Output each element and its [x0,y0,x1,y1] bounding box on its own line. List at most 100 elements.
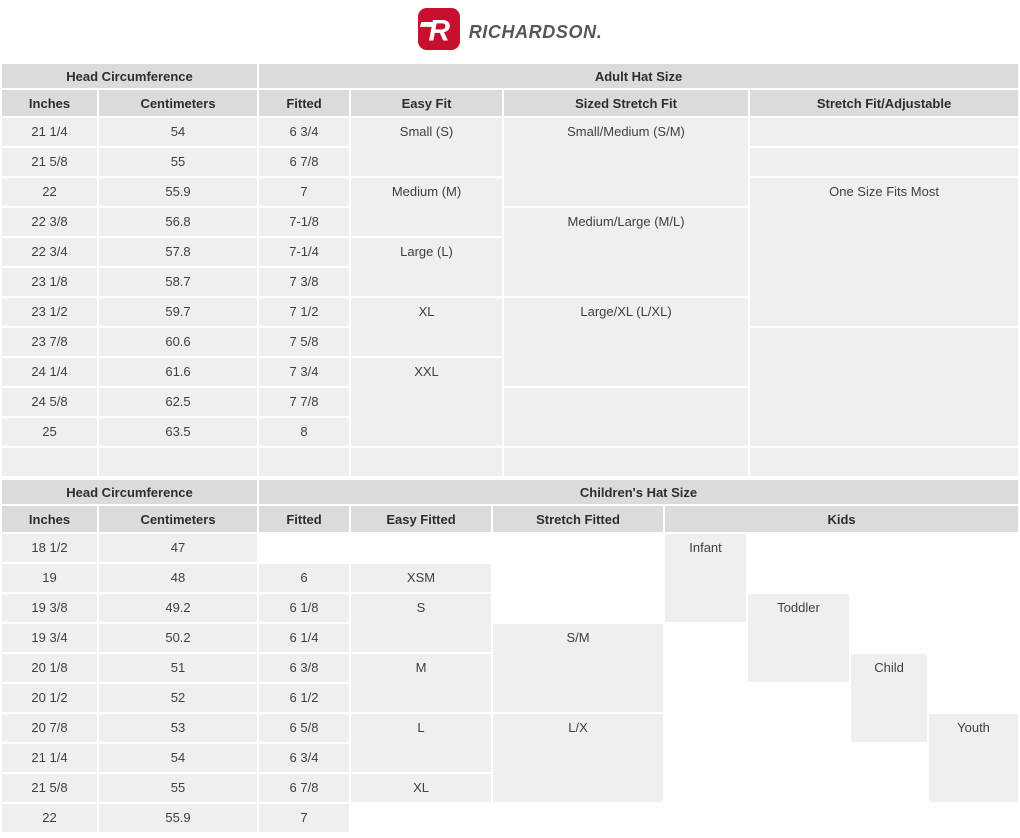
size-cell: 7 3/8 [259,268,350,296]
size-cell: 7-1/4 [259,238,350,266]
size-cell: 6 1/4 [259,624,350,652]
children-col-centimeters: Centimeters [99,506,258,532]
blank-cell [851,804,928,832]
size-cell: S/M [493,624,664,712]
size-cell: 53 [99,714,258,742]
blank-cell [665,654,747,682]
size-cell: 60.6 [99,328,258,356]
size-cell: 21 5/8 [2,148,97,176]
size-cell: 24 5/8 [2,388,97,416]
brand-header: R RICHARDSON. [0,0,1020,62]
size-cell: 6 1/8 [259,594,350,622]
size-cell: 23 7/8 [2,328,97,356]
size-cell: 54 [99,744,258,772]
brand-wordmark: RICHARDSON. [468,21,603,42]
size-cell: Infant [665,534,747,622]
blank-cell [493,534,664,562]
blank-cell [665,624,747,652]
size-cell [750,448,1019,476]
size-cell: Large/XL (L/XL) [504,298,749,386]
size-cell: 18 1/2 [2,534,97,562]
table-row: 19 3/8 49.2 6 1/8 S Toddler [2,594,1019,682]
size-cell: 61.6 [99,358,258,386]
size-cell: 23 1/2 [2,298,97,326]
children-group-hat-size: Children's Hat Size [259,480,1019,504]
table-row: 22 3/8 56.8 7-1/8 Medium/Large (M/L) [2,208,1018,296]
size-cell [351,448,503,476]
size-cell: Large (L) [351,238,503,296]
size-cell: 49.2 [99,594,258,622]
size-cell: 22 3/8 [2,208,97,236]
blank-cell [929,534,1019,562]
table-row: 19 48 6 XSM [2,564,1019,592]
table-row: 21 5/8 55 6 7/8 [2,148,1019,176]
size-cell: Small (S) [351,118,503,176]
size-cell: 59.7 [99,298,258,326]
size-cell: 51 [99,654,258,682]
adult-col-fitted: Fitted [259,90,350,116]
children-group-head-circumference: Head Circumference [2,480,258,504]
size-cell: M [351,654,492,712]
table-row: 20 1/8 51 6 3/8 M Child [2,654,1019,742]
blank-cell [351,804,492,832]
adult-col-centimeters: Centimeters [99,90,258,116]
size-cell: 20 1/8 [2,654,97,682]
size-cell: Youth [929,714,1019,802]
blank-cell [748,534,850,562]
blank-cell [665,714,747,742]
size-cell: 7 [259,804,350,832]
blank-cell [259,534,350,562]
size-cell: 7 5/8 [259,328,350,356]
children-col-stretch-fitted: Stretch Fitted [493,506,664,532]
table-row: 23 1/8 58.7 7 3/8 [2,268,1018,296]
size-cell: 6 3/4 [259,118,350,146]
size-cell: XXL [351,358,503,446]
size-cell: 57.8 [99,238,258,266]
table-row: 21 1/4 54 6 3/4 Small (S) Small/Medium (S/M) [2,118,1019,206]
blank-cell [748,774,850,802]
size-cell: L [351,714,492,772]
blank-cell [493,804,664,832]
blank-cell [493,564,664,592]
size-cell: 55.9 [99,804,258,832]
size-cell: L/X [493,714,664,802]
size-cell: S [351,594,492,652]
table-row: 21 1/4 54 6 3/4 [2,744,1018,772]
children-col-fitted: Fitted [259,506,350,532]
size-cell: 24 1/4 [2,358,97,386]
blank-cell [748,744,850,772]
size-cell: 62.5 [99,388,258,416]
size-cell: 22 [2,804,97,832]
blank-cell [851,534,928,562]
size-cell: Child [851,654,928,742]
size-cell: 20 1/2 [2,684,97,712]
adult-col-stretch-fit-adjustable: Stretch Fit/Adjustable [750,90,1019,116]
blank-cell [665,744,747,772]
size-cell: 22 3/4 [2,238,97,266]
size-cell: 20 7/8 [2,714,97,742]
size-cell: 7 [259,178,350,206]
size-cell: 48 [99,564,258,592]
size-cell: 6 [259,564,350,592]
size-cell: 54 [99,118,258,146]
blank-cell [929,654,1019,682]
size-cell [750,328,1019,446]
size-cell: 21 5/8 [2,774,97,802]
blank-cell [929,564,1019,592]
size-cell [504,388,749,446]
table-row: 20 1/2 52 6 1/2 [2,684,1018,712]
size-cell: 6 5/8 [259,714,350,742]
children-col-inches: Inches [2,506,97,532]
blank-cell [851,624,928,652]
size-cell: 55 [99,148,258,176]
richardson-logo-icon: R [417,7,460,55]
blank-cell [748,564,850,592]
blank-cell [748,684,850,712]
size-cell: 19 3/8 [2,594,97,622]
table-row: 23 7/8 60.6 7 5/8 [2,328,1019,446]
blank-cell [929,624,1019,652]
size-cell: 7 7/8 [259,388,350,416]
blank-cell [665,774,747,802]
adult-col-easy-fit: Easy Fit [351,90,503,116]
size-cell [2,448,97,476]
